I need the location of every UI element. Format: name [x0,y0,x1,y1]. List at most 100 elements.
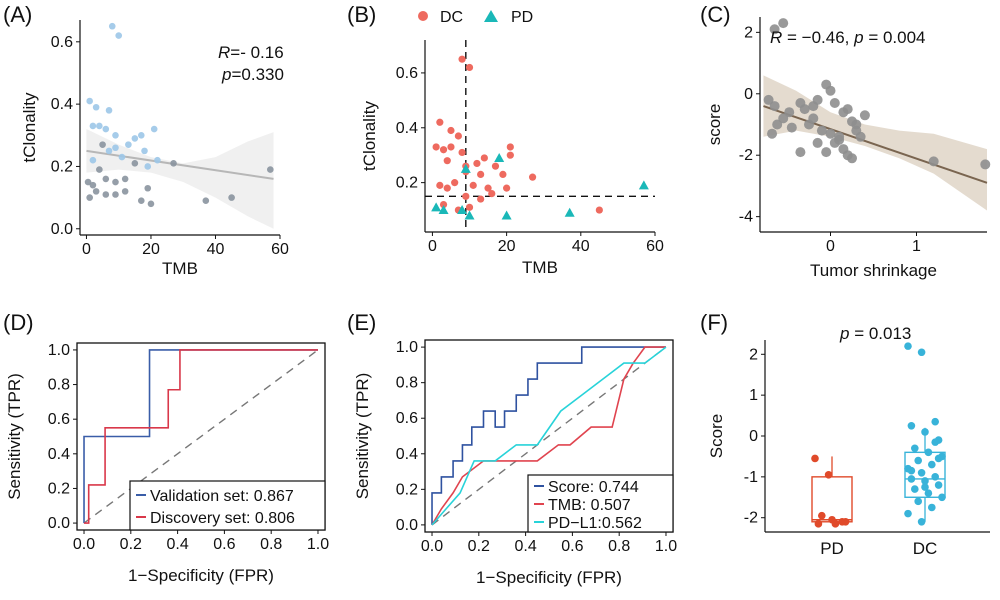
data-point [99,141,106,148]
y-tick-label: 0.0 [396,517,418,534]
data-point [112,191,119,198]
y-tick-label: -2 [744,510,758,527]
y-tick-label: 0.4 [51,96,73,113]
p-annotation: p = 0.013 [839,324,911,343]
pd-point [457,205,468,215]
data-point [89,122,97,130]
data-point [86,194,93,201]
legend-marker-pd [484,10,498,22]
data-point [154,156,161,164]
panel-label-a: (A) [3,2,32,27]
y-axis-title: Score [707,414,726,458]
dc-point [443,184,451,192]
legend-label: TMB: 0.507 [548,497,631,514]
x-tick-label: 0.4 [514,538,536,555]
dc-point [439,146,448,154]
data-point [928,156,939,167]
data-point [86,97,93,105]
correlation-annotation: R = −0.46, p = 0.004 [770,28,926,47]
data-point [834,134,845,145]
x-axis-title: Tumor shrinkage [810,261,937,280]
data-point [150,125,158,133]
dc-point [458,148,466,157]
box-point [921,428,929,436]
data-point [137,131,145,139]
box-point [907,475,916,483]
panel-label-e: (E) [347,310,376,335]
data-point [102,125,110,133]
data-point [786,122,797,133]
data-point [115,32,123,39]
y-tick-label: 1.0 [48,342,70,359]
y-tick-label: -2 [739,147,753,164]
box-point [914,497,922,506]
box-point [914,456,922,465]
data-point [847,153,858,164]
data-point [89,156,97,164]
dc-point [432,143,440,151]
data-point [772,119,783,130]
y-axis-title: tClonality [360,101,379,171]
data-point [821,147,832,158]
x-axis-title: 1−Specificity (FPR) [128,566,274,585]
y-tick-label: 1 [749,387,758,404]
data-point [96,166,103,173]
dc-point [458,55,466,63]
x-tick-label: 0.8 [608,538,630,555]
data-point [96,122,103,130]
y-tick-label: 0.2 [396,175,418,192]
x-tick-label: 0.4 [166,536,188,553]
x-tick-label: 0.2 [468,538,490,555]
data-point [812,137,823,148]
box-point [904,342,912,350]
box-point [924,448,933,457]
box-point [818,511,826,520]
box-point [911,485,919,493]
annotation-p-value: = 0.004 [864,28,926,47]
legend-box [527,474,674,533]
box-point [904,509,912,518]
pd-point [464,210,475,220]
y-tick-label: 0.4 [396,120,418,137]
data-point [84,178,92,186]
y-tick-label: 0 [744,86,753,103]
roc-curve [431,346,667,526]
data-point [112,144,119,152]
dc-point [477,170,485,178]
p-symbol: p [839,324,849,343]
x-category-label: DC [913,539,938,558]
data-point [808,113,819,124]
y-axis-title: score [705,104,724,146]
y-tick-label: 0 [749,428,758,445]
data-point [108,22,116,30]
pd-point [638,180,649,190]
dc-point [436,181,444,189]
y-tick-label: 0.0 [48,515,70,532]
data-point [851,125,862,136]
x-tick-label: 0 [82,241,91,258]
x-tick-label: 20 [142,241,160,258]
x-tick-label: 0 [826,238,835,255]
data-point [825,128,836,139]
y-axis-title: Sensitivity (TPR) [353,373,372,500]
dc-point [488,190,496,198]
data-point [842,104,853,115]
data-point [105,107,113,114]
x-tick-label: 60 [646,238,664,255]
data-point [170,160,177,167]
data-point [767,128,778,139]
annotation-p-label: p [853,28,863,47]
y-tick-label: 0.6 [51,34,73,51]
box-point [931,438,939,446]
legend-marker-dc [418,11,428,21]
y-tick-label: 0.4 [396,446,418,463]
dc-point [454,132,462,140]
dc-point [447,126,455,135]
data-point [980,159,991,170]
dc-point [503,184,511,192]
box-point [931,417,939,426]
legend-label: Discovery set: 0.806 [150,510,295,527]
data-point [859,110,870,121]
data-point [778,18,789,29]
